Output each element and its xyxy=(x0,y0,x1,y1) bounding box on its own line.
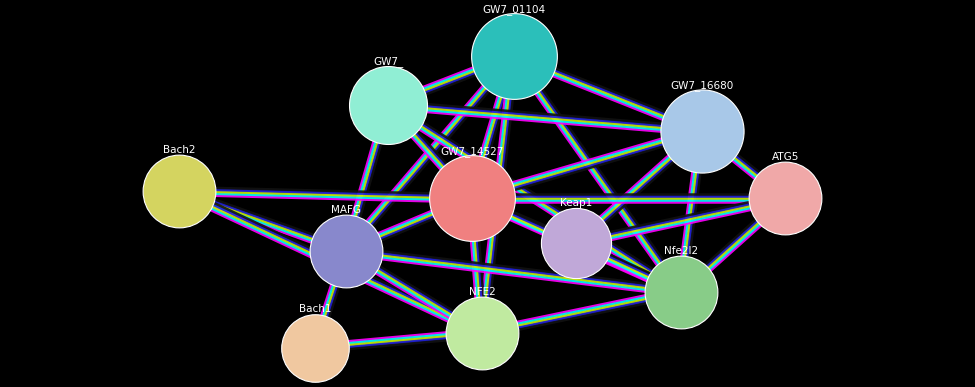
Point xyxy=(778,195,794,202)
Text: Nfe2l2: Nfe2l2 xyxy=(664,246,698,256)
Text: NFE2: NFE2 xyxy=(469,287,495,297)
Point xyxy=(338,248,354,254)
Text: MAFG: MAFG xyxy=(332,205,362,215)
Point xyxy=(673,289,688,295)
Text: ATG5: ATG5 xyxy=(772,152,800,163)
Point xyxy=(172,188,187,194)
Point xyxy=(694,128,710,134)
Point xyxy=(568,240,584,247)
Text: GW7_14527: GW7_14527 xyxy=(440,146,503,157)
Point xyxy=(380,102,396,108)
Point xyxy=(464,195,480,202)
Point xyxy=(475,330,490,336)
Text: Keap1: Keap1 xyxy=(561,199,593,209)
Point xyxy=(506,53,522,59)
Text: Bach2: Bach2 xyxy=(163,145,195,155)
Text: GW7_16680: GW7_16680 xyxy=(670,80,733,91)
Text: GW7_01104: GW7_01104 xyxy=(482,4,545,15)
Text: GW7_: GW7_ xyxy=(373,56,404,67)
Point xyxy=(307,345,323,351)
Text: Bach1: Bach1 xyxy=(298,304,332,314)
